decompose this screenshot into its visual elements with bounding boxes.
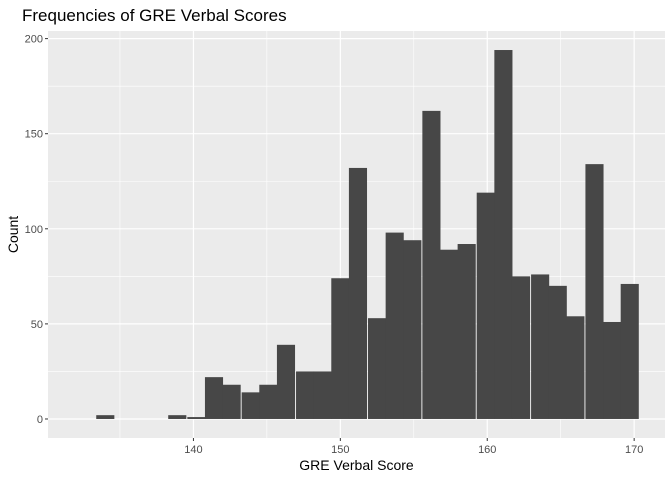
histogram-bar bbox=[422, 110, 441, 419]
histogram-bar bbox=[403, 240, 422, 419]
x-axis: 140 150 160 170 bbox=[184, 438, 643, 456]
histogram-bar bbox=[187, 417, 206, 419]
histogram-bar bbox=[439, 249, 459, 419]
histogram-bar bbox=[348, 167, 368, 419]
histogram-bar bbox=[476, 192, 495, 419]
histogram-bar bbox=[494, 50, 513, 419]
x-tick-label: 160 bbox=[478, 444, 496, 456]
y-tick-label: 50 bbox=[31, 319, 43, 331]
y-tick-label: 150 bbox=[25, 129, 43, 141]
x-tick-label: 150 bbox=[331, 444, 349, 456]
histogram-bar bbox=[204, 377, 224, 419]
histogram-bar bbox=[296, 371, 315, 419]
histogram-bar bbox=[385, 232, 404, 419]
histogram-bar bbox=[276, 344, 296, 419]
histogram-bar bbox=[566, 316, 585, 419]
x-tick-label: 140 bbox=[184, 444, 202, 456]
histogram-bar bbox=[259, 384, 278, 419]
histogram-bar bbox=[603, 321, 622, 419]
histogram-bar bbox=[548, 285, 567, 419]
x-axis-title: GRE Verbal Score bbox=[299, 457, 414, 473]
histogram-bar bbox=[241, 392, 260, 419]
y-axis: 0 50 100 150 200 bbox=[25, 34, 48, 426]
y-tick-label: 100 bbox=[25, 224, 43, 236]
histogram-bar bbox=[585, 164, 604, 419]
histogram-bar bbox=[331, 278, 350, 419]
histogram-bar bbox=[168, 415, 187, 419]
chart-title: Frequencies of GRE Verbal Scores bbox=[22, 6, 287, 25]
histogram-bar bbox=[531, 274, 550, 419]
histogram-bars bbox=[96, 50, 639, 419]
histogram-bar bbox=[511, 276, 531, 419]
histogram-bar bbox=[96, 415, 115, 419]
histogram-bar bbox=[222, 384, 241, 419]
histogram-bar bbox=[457, 244, 476, 419]
histogram-bar bbox=[313, 371, 332, 419]
y-tick-label: 200 bbox=[25, 34, 43, 46]
y-tick-label: 0 bbox=[37, 414, 43, 426]
x-tick-label: 170 bbox=[625, 444, 643, 456]
histogram-bar bbox=[620, 283, 639, 419]
histogram-bar bbox=[368, 318, 387, 419]
y-axis-title: Count bbox=[5, 216, 21, 253]
